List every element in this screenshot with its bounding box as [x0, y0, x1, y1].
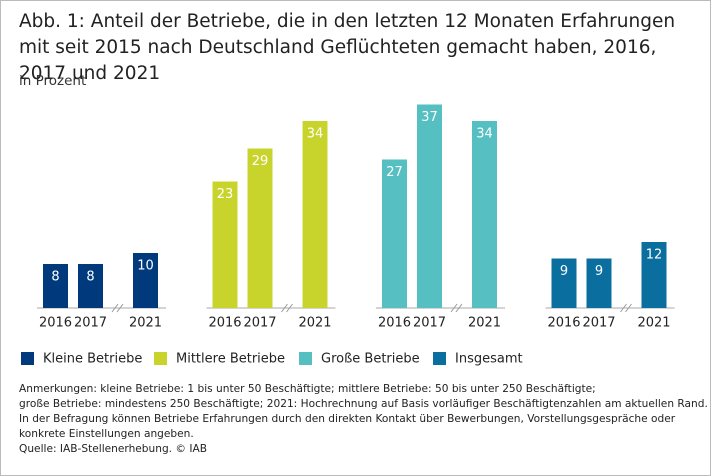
note-line: Anmerkungen: kleine Betriebe: 1 bis unte…	[19, 383, 596, 395]
axis-break	[281, 303, 293, 313]
x-tick-label: 2016	[208, 316, 241, 331]
x-tick-label: 2021	[468, 316, 501, 331]
x-tick-label: 2017	[243, 316, 276, 331]
x-tick-label: 2017	[74, 316, 107, 331]
legend-label: Mittlere Betriebe	[176, 352, 285, 367]
bar	[133, 253, 158, 308]
legend-label: Kleine Betriebe	[43, 352, 142, 367]
note-line: große Betriebe: mindestens 250 Beschäfti…	[19, 398, 708, 410]
legend-label: Insgesamt	[455, 352, 523, 367]
bar	[551, 258, 577, 308]
x-tick-label: 2016	[378, 316, 411, 331]
axis-break	[111, 303, 124, 313]
note-line: In der Befragung können Betriebe Erfahru…	[19, 413, 676, 425]
bar	[212, 181, 238, 308]
value-label: 37	[421, 110, 438, 125]
legend-swatch	[299, 352, 312, 365]
axis-break	[450, 303, 463, 313]
value-label: 9	[560, 264, 568, 279]
value-label: 23	[217, 187, 234, 202]
value-label: 8	[86, 270, 94, 285]
bar	[586, 258, 612, 308]
chart-subtitle: in Prozent	[19, 73, 87, 89]
x-tick-label: 2017	[413, 316, 446, 331]
value-label: 9	[595, 264, 603, 279]
bar	[472, 121, 497, 308]
bar	[43, 264, 68, 308]
value-label: 8	[51, 270, 59, 285]
value-label: 12	[646, 248, 663, 263]
chart-title: Abb. 1: Anteil der Betriebe, die in den …	[19, 11, 676, 84]
value-label: 27	[386, 165, 403, 180]
value-label: 29	[252, 154, 269, 169]
value-label: 10	[137, 259, 154, 274]
note-line: konkrete Einstellungen angeben.	[19, 428, 194, 440]
value-label: 34	[307, 127, 324, 142]
legend-label: Große Betriebe	[321, 352, 420, 367]
x-tick-label: 2021	[129, 316, 162, 331]
legend-swatch	[433, 352, 446, 365]
bar	[641, 242, 667, 308]
legend-swatch	[154, 352, 167, 365]
bar	[382, 159, 407, 308]
x-tick-label: 2017	[582, 316, 615, 331]
x-tick-label: 2016	[39, 316, 72, 331]
bar	[247, 148, 273, 308]
x-tick-label: 2016	[547, 316, 580, 331]
bar	[78, 264, 103, 308]
x-tick-label: 2021	[298, 316, 331, 331]
x-tick-label: 2021	[637, 316, 670, 331]
bar	[302, 121, 328, 308]
bar	[417, 104, 442, 308]
value-label: 34	[476, 127, 493, 142]
source: Quelle: IAB-Stellenerhebung. © IAB	[19, 443, 208, 455]
notes: Anmerkungen: kleine Betriebe: 1 bis unte…	[19, 382, 709, 457]
axis-break	[620, 303, 632, 313]
legend-swatch	[21, 352, 34, 365]
